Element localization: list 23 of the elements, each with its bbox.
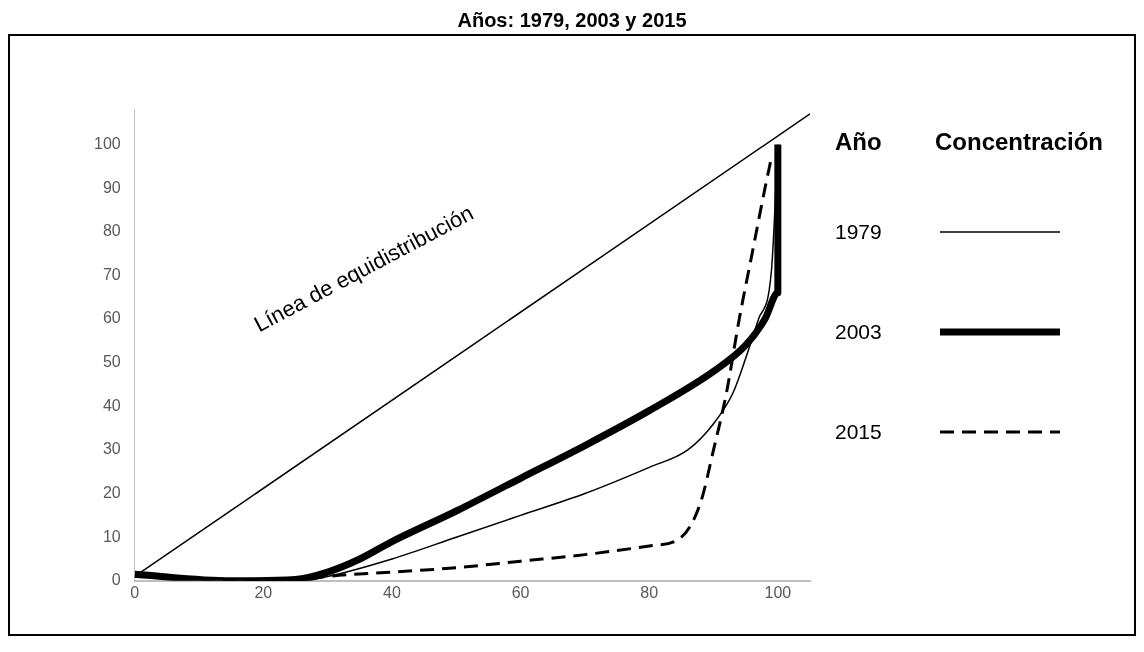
chart-title: Años: 1979, 2003 y 2015	[456, 8, 688, 33]
text: 2015	[835, 420, 883, 444]
x-tick-label: 80	[640, 583, 659, 601]
y-tick-label: 10	[102, 527, 121, 545]
y-tick-label: 40	[102, 396, 121, 414]
text: 1979	[835, 220, 883, 244]
x-tick-label: 0	[130, 583, 140, 601]
legend-title: Año	[835, 128, 883, 156]
y-tick-label: 20	[102, 483, 121, 501]
text: Concentración	[935, 128, 1104, 156]
x-tick-label: 40	[383, 583, 401, 601]
x-tick-label: 60	[511, 583, 530, 601]
y-tick-label: 70	[102, 265, 121, 283]
x-tick-label: 20	[254, 583, 273, 601]
y-tick-label: 90	[102, 178, 121, 196]
y-tick-label: 80	[102, 222, 121, 240]
y-tick-label: 100	[93, 134, 121, 152]
y-tick-label: 50	[102, 353, 121, 371]
text: 2003	[835, 320, 883, 344]
y-tick-label: 60	[102, 309, 121, 327]
y-tick-label: 0	[111, 571, 121, 589]
x-tick-label: 100	[764, 583, 792, 601]
y-tick-label: 30	[102, 440, 121, 458]
